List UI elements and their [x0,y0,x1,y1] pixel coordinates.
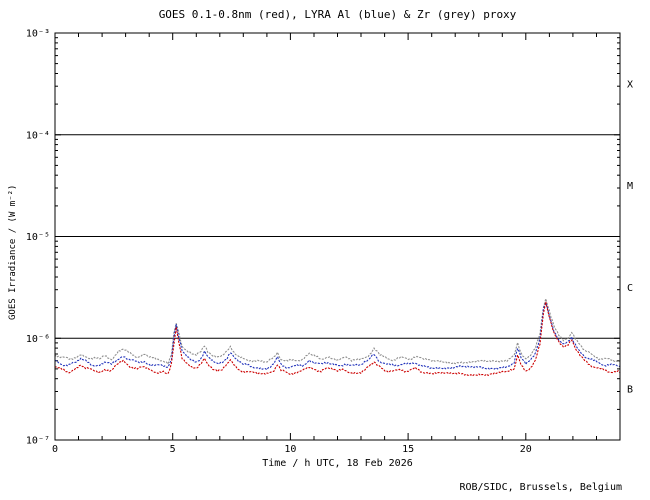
series-lyra-al-proxy [54,300,621,371]
flare-class-label-b: B [627,385,633,396]
plot-border [54,32,621,441]
y-tick-labels: 10⁻³ 10⁻⁴ 10⁻⁵ 10⁻⁶ 10⁻⁷ [26,29,50,447]
flare-class-label-m: M [627,181,633,192]
y-tick-label: 10⁻⁵ [26,232,50,243]
x-tick-labels: 0 5 10 15 20 [52,444,532,455]
y-tick-label: 10⁻⁷ [26,436,50,447]
x-tick-label: 10 [284,444,296,455]
flare-class-label-x: X [627,79,633,90]
x-axis-label: Time / h UTC, 18 Feb 2026 [262,458,413,469]
x-tick-label: 0 [52,444,58,455]
flare-class-labels: X M C B [627,79,633,395]
x-tick-label: 20 [520,444,532,455]
x-axis-ticks [54,33,621,440]
x-tick-label: 5 [170,444,176,455]
y-tick-label: 10⁻⁴ [26,130,50,141]
chart-title: GOES 0.1-0.8nm (red), LYRA Al (blue) & Z… [158,8,517,21]
flare-class-label-c: C [627,283,633,294]
y-tick-label: 10⁻³ [26,29,50,40]
y-tick-label: 10⁻⁶ [26,334,50,345]
credit-text: ROB/SIDC, Brussels, Belgium [459,482,622,493]
class-boundary-lines [55,134,620,339]
y-axis-label: GOES Irradiance / (W m⁻²) [8,184,18,320]
series-goes-0-1-0-8nm [54,301,621,377]
series-lyra-zr-proxy [54,296,621,366]
x-tick-label: 15 [402,444,414,455]
